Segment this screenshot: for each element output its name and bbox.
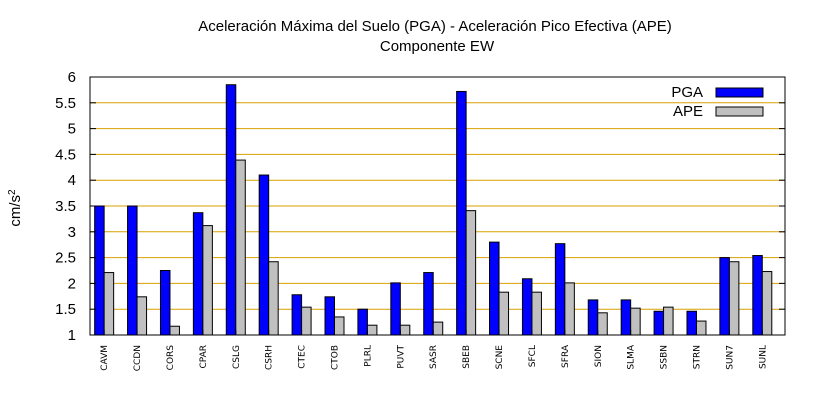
x-tick-label: CTEC <box>298 345 308 369</box>
x-tick-label: STRN <box>692 345 702 369</box>
bar-ape-slma <box>630 307 641 336</box>
bar-pga-sasr <box>423 272 434 336</box>
x-tick-label: SION <box>594 345 604 367</box>
x-tick-label: CORS <box>166 345 176 371</box>
x-tick-label: SBEB <box>462 345 472 369</box>
bar-pga-cors <box>159 270 171 336</box>
bar-pga-slma <box>620 299 632 336</box>
x-axis: CAVM CCDN CORS CPAR CSLG CSRH CTEC CTOB PLRL PUVT… <box>100 330 768 371</box>
bar-ape-csrh <box>268 261 279 336</box>
x-tick-label: SFCL <box>528 345 538 367</box>
y-axis: 1 1.5 2 2.5 3 3.5 4 4.5 5 5.5 6 <box>55 69 785 344</box>
x-tick-label: SSBN <box>660 345 670 369</box>
y-tick-label: 6 <box>68 69 76 86</box>
bar-pga-cavm <box>94 205 105 336</box>
bar-pga-sfcl <box>521 278 533 336</box>
x-tick-label: SUNL <box>758 345 768 369</box>
bar-ape-strn <box>695 320 707 336</box>
bar-pga-ccdn <box>127 205 138 336</box>
bar-pga-ssbn <box>653 310 665 336</box>
bar-ape-cslg <box>235 159 246 336</box>
y-tick-label: 4.5 <box>55 146 76 163</box>
bar-ape-puvt <box>399 324 411 336</box>
bar-ape-sfra <box>564 282 575 336</box>
bar-ape-cors <box>169 325 180 336</box>
x-tick-label: CCDN <box>133 345 143 371</box>
y-tick-label: 4 <box>68 172 76 189</box>
x-tick-label: CSRH <box>265 345 275 370</box>
x-tick-label: SUN7 <box>725 345 735 370</box>
bar-pga-sbeb <box>456 90 467 336</box>
bar-pga-cslg <box>225 84 237 336</box>
legend-label-ape: APE <box>673 103 703 120</box>
bar-pga-sfra <box>554 243 566 336</box>
bar-ape-sasr <box>432 321 444 336</box>
y-axis-label: cm/s2 <box>7 189 25 227</box>
bar-pga-puvt <box>390 282 401 336</box>
legend-swatch-ape <box>715 106 764 117</box>
bar-pga-cpar <box>192 212 204 336</box>
x-tick-label: CTOB <box>331 345 341 370</box>
bar-ape-ssbn <box>663 306 674 336</box>
x-tick-label: SLMA <box>627 344 637 369</box>
y-tick-label: 1 <box>68 327 76 344</box>
x-tick-label: CPAR <box>199 345 209 369</box>
y-tick-label: 2 <box>68 275 76 292</box>
x-tick-label: PUVT <box>396 345 406 369</box>
x-tick-label: CAVM <box>100 345 110 371</box>
y-axis-label-exponent: 2 <box>7 189 18 195</box>
bar-ape-sun7 <box>728 261 740 336</box>
bar-ape-scne <box>498 291 510 336</box>
bar-ape-sunl <box>761 271 773 336</box>
bar-pga-sun7 <box>719 257 730 336</box>
bar-ape-cavm <box>103 272 115 336</box>
bar-pga-sion <box>587 299 599 336</box>
x-tick-label: CSLG <box>232 345 242 369</box>
bar-ape-ctec <box>301 306 312 336</box>
bar-pga-plrl <box>357 308 368 336</box>
bar-pga-csrh <box>258 174 270 336</box>
bar-pga-scne <box>489 241 500 336</box>
chart-subtitle: Componente EW <box>380 38 495 55</box>
legend: PGA APE <box>671 84 764 120</box>
bar-ape-cpar <box>202 225 213 336</box>
bar-ape-plrl <box>366 324 378 336</box>
chart-title: Aceleración Máxima del Suelo (PGA) - Ace… <box>198 18 672 35</box>
x-tick-label: SFRA <box>561 344 571 368</box>
y-tick-label: 5 <box>68 121 76 138</box>
x-tick-label: SASR <box>429 345 439 369</box>
bar-pga-sunl <box>752 255 763 336</box>
x-tick-label: SCNE <box>495 345 505 370</box>
bar-ape-sbeb <box>465 210 477 336</box>
y-tick-label: 2.5 <box>55 250 76 267</box>
bar-ape-ctob <box>334 316 345 336</box>
y-tick-label: 3 <box>68 224 76 241</box>
bar-ape-sfcl <box>531 291 542 336</box>
x-tick-label: PLRL <box>363 345 373 367</box>
bar-ape-sion <box>597 312 608 336</box>
y-tick-label: 5.5 <box>55 95 76 112</box>
y-tick-label: 3.5 <box>55 198 76 215</box>
legend-swatch-pga <box>715 87 764 98</box>
bar-pga-ctec <box>291 294 303 336</box>
bar-ape-ccdn <box>136 296 148 336</box>
bar-pga-strn <box>686 310 697 336</box>
bar-pga-ctob <box>324 296 336 336</box>
legend-label-pga: PGA <box>671 84 703 101</box>
bars <box>94 84 773 336</box>
y-tick-label: 1.5 <box>55 301 76 318</box>
y-axis-label-base: cm/s <box>7 195 24 227</box>
